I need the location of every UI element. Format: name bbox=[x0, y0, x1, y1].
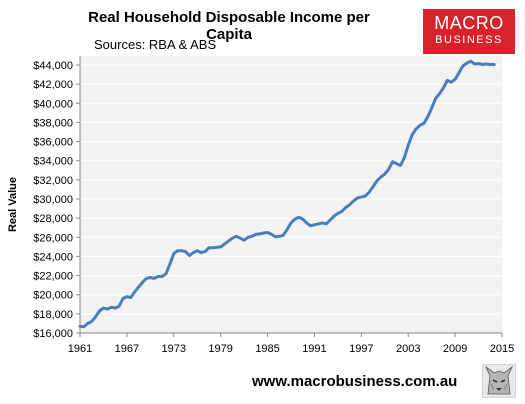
y-tick-label: $28,000 bbox=[33, 213, 73, 225]
logo-line-2: BUSINESS bbox=[435, 34, 503, 46]
x-tick-label: 1967 bbox=[115, 343, 139, 355]
chart-title: Real Household Disposable Income per Cap… bbox=[88, 9, 370, 43]
y-tick-label: $26,000 bbox=[33, 232, 73, 244]
plot-area bbox=[80, 56, 502, 333]
x-tick-label: 1997 bbox=[349, 343, 373, 355]
wolf-icon bbox=[482, 364, 516, 398]
x-tick-label: 1961 bbox=[68, 343, 92, 355]
y-tick-label: $34,000 bbox=[33, 156, 73, 168]
y-tick-label: $20,000 bbox=[33, 290, 73, 302]
y-tick-label: $16,000 bbox=[33, 328, 73, 340]
x-tick-label: 1979 bbox=[208, 343, 232, 355]
y-axis-title: Real Value bbox=[7, 177, 19, 232]
y-tick-label: $42,000 bbox=[33, 79, 73, 91]
y-tick-label: $18,000 bbox=[33, 309, 73, 321]
y-tick-label: $38,000 bbox=[33, 117, 73, 129]
y-tick-label: $24,000 bbox=[33, 251, 73, 263]
y-tick-label: $32,000 bbox=[33, 175, 73, 187]
x-tick-label: 2015 bbox=[490, 343, 514, 355]
logo-line-1: MACRO bbox=[434, 13, 504, 33]
x-tick-label: 1985 bbox=[255, 343, 279, 355]
y-tick-label: $36,000 bbox=[33, 137, 73, 149]
chart-subtitle: Sources: RBA & ABS bbox=[94, 37, 217, 52]
footer-url[interactable]: www.macrobusiness.com.au bbox=[252, 373, 458, 390]
macrobusiness-logo[interactable]: MACRO BUSINESS bbox=[423, 9, 515, 54]
y-tick-label: $40,000 bbox=[33, 98, 73, 110]
y-tick-label: $22,000 bbox=[33, 271, 73, 283]
x-tick-label: 1973 bbox=[162, 343, 186, 355]
series-line bbox=[78, 59, 496, 329]
x-tick-label: 2009 bbox=[443, 343, 467, 355]
x-tick-label: 2003 bbox=[396, 343, 420, 355]
y-tick-label: $44,000 bbox=[33, 60, 73, 72]
y-tick-label: $30,000 bbox=[33, 194, 73, 206]
x-tick-label: 1991 bbox=[302, 343, 326, 355]
